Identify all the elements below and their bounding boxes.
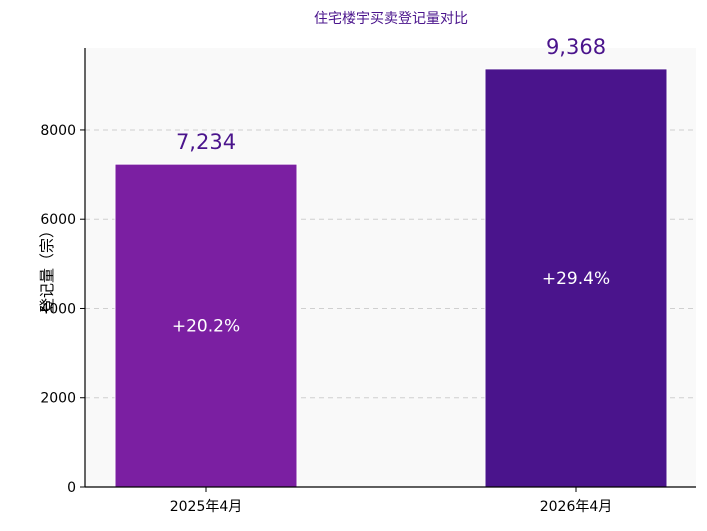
x-tick-label: 2026年4月	[540, 499, 613, 515]
chart-title: 住宅楼宇买卖登记量对比	[314, 11, 468, 27]
y-tick-label: 4000	[40, 301, 76, 317]
bar-1	[114, 163, 298, 488]
bars	[114, 68, 668, 488]
bar-2	[484, 68, 668, 488]
y-axis-label: 登记量（宗）	[38, 223, 56, 313]
y-tick-label: 0	[67, 480, 76, 496]
value-labels: 7,234 9,368	[176, 35, 606, 154]
y-tick-label: 6000	[40, 212, 76, 228]
bar-value-label: 7,234	[176, 130, 236, 154]
bar-change-label: +20.2%	[172, 317, 240, 337]
bar-change-label: +29.4%	[542, 269, 610, 289]
bar-value-label: 9,368	[546, 35, 606, 59]
change-labels: +20.2% +29.4%	[172, 269, 610, 337]
axes	[80, 48, 696, 492]
x-tick-labels: 2025年4月 2026年4月	[170, 499, 613, 515]
y-tick-label: 8000	[40, 123, 76, 139]
y-tick-label: 2000	[40, 391, 76, 407]
y-tick-labels: 0 2000 4000 6000 8000	[40, 123, 76, 496]
x-tick-label: 2025年4月	[170, 499, 243, 515]
